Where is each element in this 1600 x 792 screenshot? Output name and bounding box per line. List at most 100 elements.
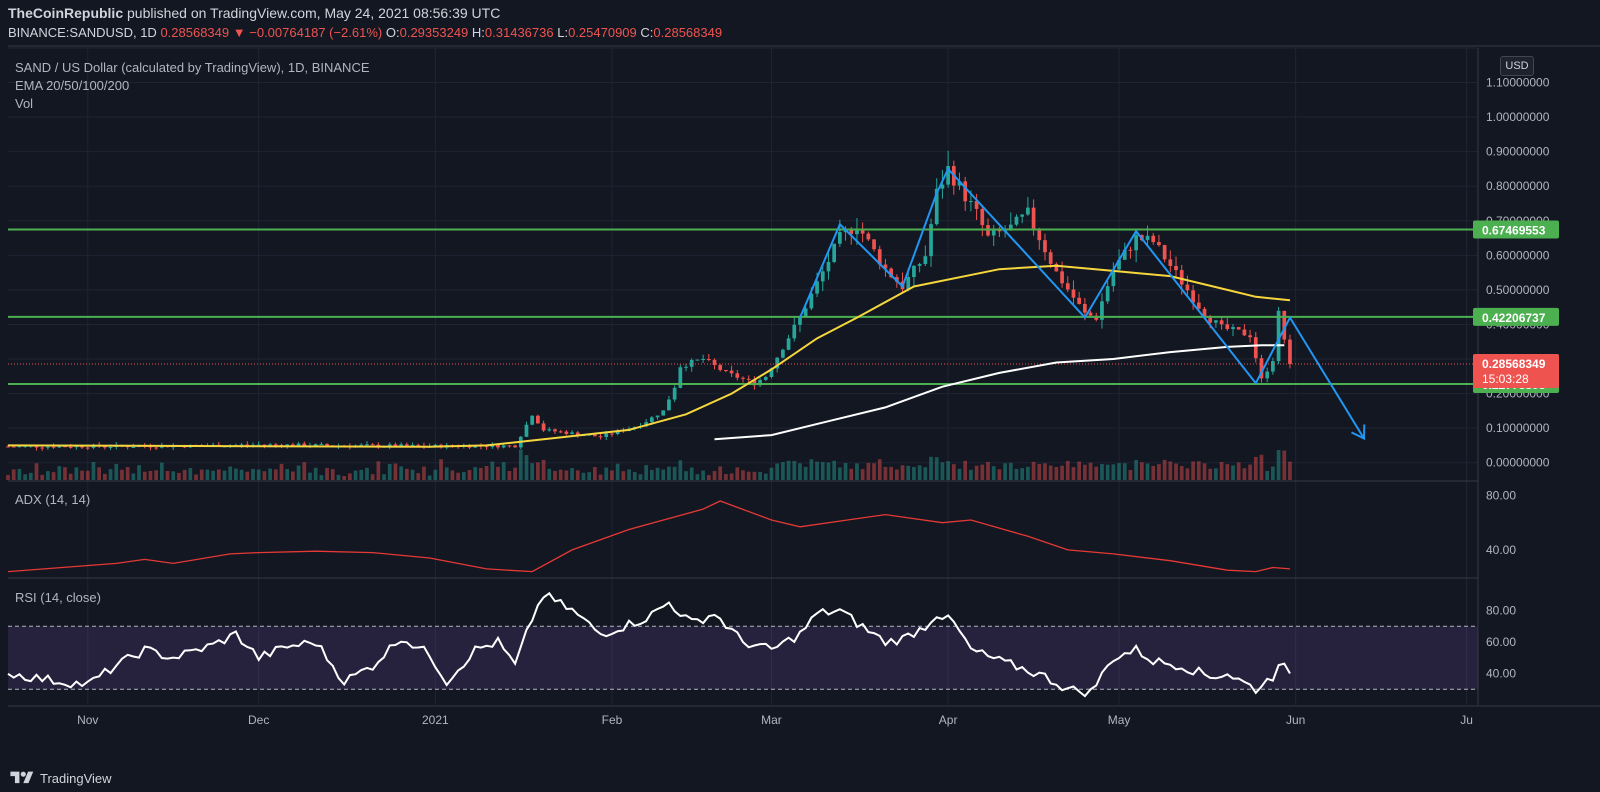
candle-body (1037, 228, 1042, 241)
candle-body (781, 349, 785, 358)
price-axis[interactable]: 0.000000000.100000000.200000000.30000000… (8, 45, 1600, 707)
candle-body (1231, 327, 1235, 330)
level-price-label: 0.42206737 (1482, 311, 1546, 325)
volume-bar (712, 471, 717, 480)
publish-line: TheCoinRepublic published on TradingView… (8, 5, 500, 21)
volume-bar (792, 460, 797, 480)
volume-bar (581, 472, 586, 480)
volume-bar (108, 469, 113, 480)
close-value: 0.28568349 (653, 25, 723, 40)
pattern-line (799, 167, 1365, 440)
volume-bar (877, 459, 882, 480)
currency-badge[interactable]: USD (1500, 56, 1534, 76)
volume-bar (34, 463, 39, 480)
candle-body (325, 443, 329, 446)
candle-body (558, 431, 563, 433)
candle-body (860, 229, 865, 234)
candle-body (268, 444, 272, 446)
volume-bar (1094, 466, 1099, 480)
time-tick-label: Feb (602, 713, 623, 727)
volume-bar (416, 473, 421, 480)
volume-bar (1225, 464, 1230, 480)
volume-bar (980, 464, 985, 480)
volume-bar (216, 469, 221, 480)
volume-bar (1185, 468, 1190, 480)
candle-body (849, 229, 854, 235)
candle-body (661, 410, 666, 416)
last-price-tag (1473, 353, 1559, 388)
publisher-name[interactable]: TheCoinRepublic (8, 5, 124, 21)
volume-bar (735, 467, 740, 480)
volume-bar (479, 467, 483, 480)
candle-body (1014, 216, 1019, 225)
time-axis[interactable]: Nov Dec 2021 Feb Mar Apr May Jun Ju (77, 713, 1473, 727)
volume-bar (951, 464, 956, 480)
volume-bar (803, 466, 808, 480)
volume-bar (866, 462, 871, 480)
rsi-line (7, 591, 1291, 698)
rsi-tick-label: 40.00 (1486, 667, 1516, 681)
candle-body (433, 444, 438, 447)
high-value: 0.31436736 (484, 25, 554, 40)
volume-bar (832, 460, 837, 480)
volume-bar (997, 469, 1002, 480)
candle-body (672, 387, 677, 400)
volume-bar (80, 470, 84, 480)
candle-body (131, 446, 136, 448)
volume-bar (963, 460, 968, 480)
candle-body (684, 366, 688, 368)
volume-bar (1065, 460, 1070, 480)
volume-bar (387, 463, 392, 480)
candle-body (1117, 259, 1121, 270)
volume-bar (296, 465, 301, 480)
volume-bar (644, 465, 648, 480)
candle-body (593, 434, 597, 437)
volume-bar (849, 468, 854, 480)
volume-bar (433, 469, 438, 480)
volume-bar (63, 467, 67, 480)
candle-body (667, 399, 671, 411)
volume-bar (826, 462, 831, 480)
candle-body (1145, 235, 1150, 241)
volume-bar (929, 456, 933, 480)
candle-body (980, 208, 985, 226)
volume-bar (1253, 456, 1258, 480)
volume-bar (701, 470, 705, 480)
volume-bar (741, 470, 745, 480)
candlesticks (6, 150, 1292, 451)
candle-body (80, 445, 84, 448)
volume-bar (632, 472, 637, 480)
adx-line (7, 500, 1291, 573)
low-label: L: (557, 25, 569, 40)
volume-bar (410, 469, 415, 480)
candle-body (604, 433, 609, 438)
candle-body (256, 444, 261, 446)
candle-body (1020, 214, 1025, 217)
volume-bar (342, 475, 347, 480)
volume-bar (575, 470, 580, 480)
candle-body (1185, 284, 1190, 291)
volume-bar (103, 473, 107, 480)
volume-bar (604, 467, 609, 480)
candle-body (1214, 320, 1218, 323)
volume-bar (1157, 464, 1161, 480)
volume-bar (154, 470, 158, 480)
change-value: −0.00764187 (−2.61%) (249, 25, 383, 40)
footer-brand[interactable]: TradingView (40, 770, 112, 786)
candle-body (991, 230, 996, 236)
candle-body (894, 277, 899, 282)
volume-bar (649, 469, 654, 480)
volume-bar (120, 469, 124, 480)
rsi-legend[interactable]: RSI (14, close) (15, 590, 101, 605)
candle-body (1225, 324, 1230, 330)
volume-bar (678, 460, 683, 480)
adx-legend[interactable]: ADX (14, 14) (15, 492, 91, 507)
candle-body (1202, 308, 1207, 318)
volume-bar (553, 470, 557, 480)
candle-body (678, 367, 683, 388)
ema-legend[interactable]: EMA 20/50/100/200 (15, 78, 130, 93)
rsi-tick-label: 60.00 (1486, 635, 1516, 649)
volume-bar (1259, 454, 1264, 480)
vol-legend[interactable]: Vol (15, 96, 34, 111)
